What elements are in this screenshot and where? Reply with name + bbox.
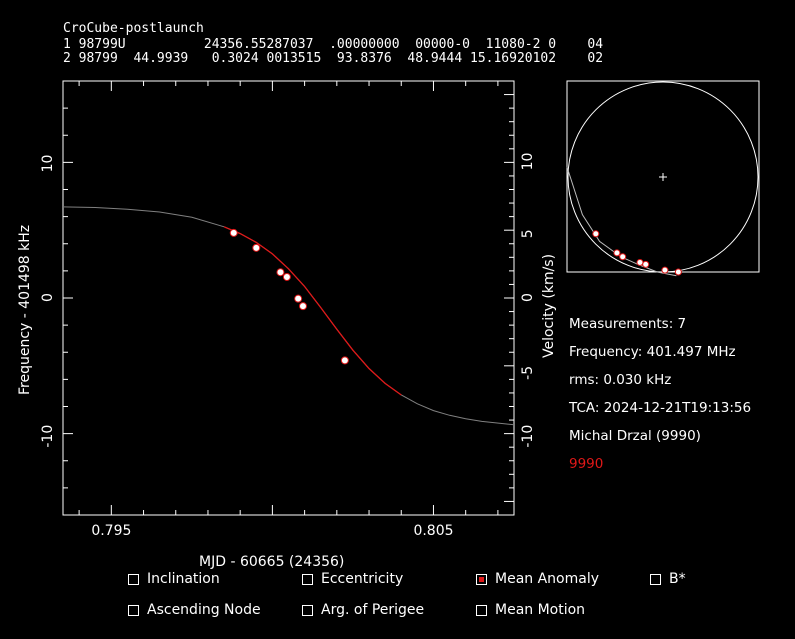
skyplot-point: [613, 249, 621, 257]
inclination-label: Inclination: [147, 571, 220, 587]
y2-tick-label: -10: [520, 425, 536, 448]
rms-value: rms: 0.030 kHz: [569, 372, 672, 388]
ascending-node-label: Ascending Node: [147, 602, 261, 618]
skyplot-point: [636, 258, 644, 266]
measurement-point[interactable]: [252, 243, 261, 252]
bstar-checkbox[interactable]: [650, 573, 661, 585]
x-tick-label: 0.795: [91, 523, 131, 539]
mean-anomaly-checkbox[interactable]: [476, 573, 487, 585]
y-tick-label: 0: [40, 293, 56, 302]
measurement-point[interactable]: [298, 302, 307, 311]
x-axis-label: MJD - 60665 (24356): [199, 554, 344, 570]
mean-anomaly-label: Mean Anomaly: [495, 571, 600, 587]
skyplot-point: [592, 230, 600, 238]
fit-curve: [223, 226, 402, 396]
model-curve: [62, 206, 515, 426]
arg-perigee-label: Arg. of Perigee: [321, 602, 425, 618]
measurement-point[interactable]: [276, 268, 285, 277]
arg-perigee-checkbox[interactable]: [302, 604, 313, 616]
mean-anomaly-option[interactable]: Mean Anomaly: [476, 571, 599, 587]
frequency-value: Frequency: 401.497 MHz: [569, 344, 736, 360]
measurements-count: Measurements: 7: [569, 316, 687, 332]
plot-frame: [62, 80, 515, 516]
observer-name: Michal Drzal (9990): [569, 428, 701, 444]
ascending-node-checkbox[interactable]: [128, 604, 139, 616]
mean-motion-label: Mean Motion: [495, 602, 586, 618]
zenith-marker: [659, 173, 667, 181]
inclination-checkbox[interactable]: [128, 573, 139, 585]
inclination-option[interactable]: Inclination: [128, 571, 220, 587]
skyplot-point: [661, 266, 669, 274]
y2-tick-label: -5: [520, 366, 536, 380]
eccentricity-checkbox[interactable]: [302, 573, 313, 585]
tle-line-2: 2 98799 44.9939 0.3024 0013515 93.8376 4…: [63, 51, 604, 66]
y2-tick-label: 0: [520, 293, 536, 302]
y-tick-label: -10: [40, 425, 56, 448]
measurement-point[interactable]: [340, 356, 349, 365]
skyplot-point: [674, 268, 682, 276]
bstar-label: B*: [669, 571, 686, 587]
measurement-point[interactable]: [294, 294, 303, 303]
bstar-option[interactable]: B*: [650, 571, 686, 587]
mean-motion-option[interactable]: Mean Motion: [476, 602, 585, 618]
measurement-point[interactable]: [282, 272, 291, 281]
eccentricity-option[interactable]: Eccentricity: [302, 571, 403, 587]
y-tick-label: 10: [40, 155, 56, 173]
tca-value: TCA: 2024-12-21T19:13:56: [569, 400, 752, 416]
mean-motion-checkbox[interactable]: [476, 604, 487, 616]
y-axis-label: Frequency - 401498 kHz: [17, 225, 33, 395]
y2-tick-label: 10: [520, 153, 536, 171]
x-tick-label: 0.805: [413, 523, 453, 539]
eccentricity-label: Eccentricity: [321, 571, 404, 587]
y2-axis-label: Velocity (km/s): [541, 254, 557, 358]
ascending-node-option[interactable]: Ascending Node: [128, 602, 261, 618]
measurement-point[interactable]: [229, 228, 238, 237]
tle-line-1: 1 98799U 24356.55287037 .00000000 00000-…: [63, 37, 604, 52]
skyplot-point: [619, 253, 627, 261]
skyplot-point: [642, 260, 650, 268]
arg-perigee-option[interactable]: Arg. of Perigee: [302, 602, 424, 618]
y2-tick-label: 5: [520, 229, 536, 238]
station-id[interactable]: 9990: [569, 456, 604, 472]
satellite-title: CroCube-postlaunch: [63, 21, 204, 36]
